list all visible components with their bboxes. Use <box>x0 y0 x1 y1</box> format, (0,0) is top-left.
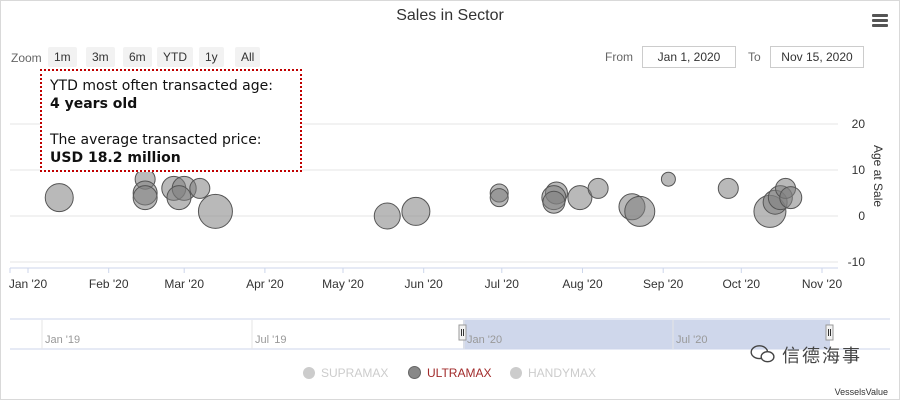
zoom-all-button[interactable]: All <box>235 47 261 67</box>
x-tick-label: Mar '20 <box>164 277 204 291</box>
x-tick-label: Nov '20 <box>802 277 843 291</box>
annotation-box: YTD most often transacted age: 4 years o… <box>40 69 302 172</box>
bubble-point[interactable] <box>197 193 233 229</box>
watermark-text: 信德海事 <box>782 346 862 366</box>
y-tick-label: 10 <box>852 163 866 177</box>
y-tick-label: 20 <box>852 117 866 131</box>
navigator-right-handle[interactable] <box>825 324 834 341</box>
bubble-point[interactable] <box>567 185 593 211</box>
bubble-point[interactable] <box>660 171 676 187</box>
zoom-label: Zoom <box>11 51 42 65</box>
wechat-logo-icon <box>750 345 775 363</box>
annotation-age-label: YTD most often transacted age: <box>50 78 273 94</box>
annotation-price-value: USD 18.2 million <box>50 150 181 166</box>
from-date-input[interactable] <box>642 46 736 68</box>
navigator-left-handle[interactable] <box>458 324 467 341</box>
bubble-point[interactable] <box>542 190 566 214</box>
y-tick-label: -10 <box>848 255 866 269</box>
to-label: To <box>748 50 761 64</box>
legend-item-handymax[interactable]: HANDYMAX <box>510 366 596 380</box>
y-axis-label: Age at Sale <box>871 145 885 207</box>
x-axis: Jan '20 Feb '20 Mar '20 Apr '20 May '20 Jun '… <box>9 267 843 291</box>
y-tick-label: 0 <box>858 209 865 223</box>
bubble-point[interactable] <box>166 185 192 211</box>
bubble-point[interactable] <box>587 177 609 199</box>
zoom-3m-button[interactable]: 3m <box>86 47 115 67</box>
bubble-point[interactable] <box>44 183 74 213</box>
hamburger-menu-icon[interactable] <box>872 14 888 27</box>
x-tick-label: Aug '20 <box>562 277 603 291</box>
navigator-selected-range[interactable] <box>463 320 830 349</box>
navigator-tick-label: Jan '19 <box>45 334 80 346</box>
legend-item-supramax[interactable]: SUPRAMAX <box>303 366 388 380</box>
x-tick-label: Jul '20 <box>485 277 520 291</box>
navigator-tick-label: Jul '20 <box>676 334 707 346</box>
chart-title: Sales in Sector <box>396 7 504 24</box>
bubble-point[interactable] <box>489 188 509 208</box>
bubble-point[interactable] <box>401 196 431 226</box>
annotation-price-label: The average transacted price: <box>50 132 262 148</box>
legend-handymax-marker-icon <box>510 367 522 379</box>
bubble-point[interactable] <box>189 177 211 199</box>
legend-ultramax-marker-icon <box>408 366 421 379</box>
x-tick-label: May '20 <box>322 277 364 291</box>
zoom-1y-button[interactable]: 1y <box>199 47 224 67</box>
to-date-input[interactable] <box>770 46 864 68</box>
bubble-point[interactable] <box>717 177 739 199</box>
data-points <box>44 168 803 230</box>
bubble-point[interactable] <box>132 185 158 211</box>
credits-link[interactable]: VesselsValue <box>834 387 888 397</box>
x-tick-label: Sep '20 <box>643 277 684 291</box>
zoom-6m-button[interactable]: 6m <box>123 47 152 67</box>
legend-supramax-marker-icon <box>303 367 315 379</box>
x-tick-label: Apr '20 <box>246 277 284 291</box>
x-tick-label: Feb '20 <box>89 277 129 291</box>
bubble-point[interactable] <box>779 186 803 210</box>
navigator-tick-label: Jul '19 <box>255 334 286 346</box>
x-tick-label: Jun '20 <box>405 277 444 291</box>
bubble-point[interactable] <box>373 202 401 230</box>
x-tick-label: Oct '20 <box>722 277 760 291</box>
zoom-1m-button[interactable]: 1m <box>48 47 77 67</box>
y-axis: -10 0 10 20 <box>848 117 866 269</box>
annotation-age-value: 4 years old <box>50 96 138 112</box>
from-label: From <box>605 50 633 64</box>
legend-item-ultramax[interactable]: ULTRAMAX <box>408 366 491 380</box>
navigator-ticks: Jan '19 Jul '19 Jan '20 Jul '20 <box>41 320 707 349</box>
zoom-ytd-button[interactable]: YTD <box>157 47 193 67</box>
x-tick-label: Jan '20 <box>9 277 48 291</box>
bubble-point[interactable] <box>624 195 656 227</box>
navigator-tick-label: Jan '20 <box>467 334 502 346</box>
